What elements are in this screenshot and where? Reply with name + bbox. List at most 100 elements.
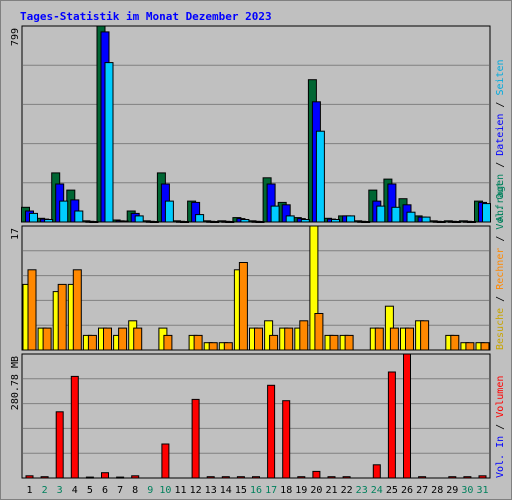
- day-label-6: 6: [102, 485, 108, 496]
- day-label-10: 10: [159, 485, 171, 496]
- bar-rechner-day-12: [193, 334, 203, 351]
- bar-rechner-day-13: [208, 342, 218, 351]
- legend-item: Vol. In: [495, 436, 506, 478]
- bar-rechner-day-24: [374, 327, 384, 351]
- day-label-28: 28: [431, 485, 443, 496]
- bar-volumen-day-8: [131, 475, 140, 479]
- bar-seiten-day-10: [164, 200, 174, 223]
- bar-seiten-day-28: [436, 221, 446, 223]
- bar-volumen-day-17: [267, 384, 276, 479]
- bar-rechner-day-8: [133, 327, 143, 351]
- day-label-19: 19: [295, 485, 307, 496]
- day-label-15: 15: [235, 485, 247, 496]
- bar-volumen-day-22: [342, 476, 351, 479]
- bar-volumen-day-1: [25, 475, 34, 479]
- bar-volumen-day-14: [221, 476, 230, 479]
- day-label-25: 25: [386, 485, 398, 496]
- legend-item: Anfragen: [495, 174, 506, 222]
- bar-rechner-day-5: [87, 334, 97, 351]
- bar-seiten-day-31: [482, 203, 491, 223]
- bar-volumen-day-4: [70, 375, 79, 479]
- bar-rechner-day-21: [329, 334, 339, 351]
- bar-volumen-day-31: [478, 475, 487, 479]
- bar-seiten-day-18: [285, 215, 295, 223]
- bar-seiten-day-15: [240, 219, 250, 223]
- bar-volumen-day-20: [312, 470, 321, 479]
- day-label-4: 4: [72, 485, 78, 496]
- bar-volumen-day-5: [85, 476, 94, 479]
- bar-seiten-day-30: [466, 221, 476, 223]
- bar-seiten-day-21: [331, 219, 340, 223]
- day-label-20: 20: [310, 485, 322, 496]
- legend-item: /: [495, 156, 506, 174]
- bar-rechner-day-2: [42, 327, 52, 351]
- bar-seiten-day-9: [149, 221, 159, 223]
- day-label-14: 14: [220, 485, 232, 496]
- bar-volumen-day-2: [40, 476, 49, 479]
- bar-rechner-day-16: [254, 327, 263, 351]
- bar-seiten-day-3: [59, 200, 69, 223]
- bar-volumen-day-16: [252, 476, 260, 479]
- bar-rechner-day-15: [238, 262, 248, 351]
- day-label-22: 22: [341, 485, 353, 496]
- bar-rechner-day-6: [103, 327, 112, 351]
- day-label-11: 11: [174, 485, 186, 496]
- day-label-13: 13: [205, 485, 217, 496]
- bar-seiten-day-6: [104, 62, 114, 223]
- bar-volumen-day-30: [463, 476, 472, 479]
- legend-item: /: [495, 290, 506, 308]
- legend-item: /: [495, 96, 506, 114]
- bar-rechner-day-1: [27, 269, 37, 351]
- bar-volumen-day-13: [206, 476, 215, 479]
- panel-1-frame: [21, 25, 491, 223]
- bar-seiten-day-16: [255, 221, 265, 223]
- bar-seiten-day-13: [210, 221, 220, 223]
- day-label-8: 8: [132, 485, 138, 496]
- panel-1-max-label: 799: [10, 28, 21, 46]
- bar-seiten-day-5: [89, 221, 99, 223]
- day-label-1: 1: [26, 485, 32, 496]
- bar-volumen-day-12: [191, 398, 200, 479]
- bar-rechner-day-17: [269, 334, 279, 351]
- bar-seiten-day-7: [119, 220, 129, 223]
- bar-volumen-day-21: [327, 476, 336, 479]
- bar-seiten-day-12: [195, 214, 205, 223]
- bar-rechner-day-31: [480, 342, 490, 351]
- day-label-30: 30: [461, 485, 473, 496]
- panel-3-frame: [21, 353, 491, 479]
- day-label-24: 24: [371, 485, 383, 496]
- bar-volumen-day-7: [116, 476, 125, 479]
- legend-item: Volumen: [495, 376, 506, 418]
- bar-seiten-day-1: [29, 212, 38, 223]
- bar-seiten-day-26: [406, 211, 416, 223]
- day-label-12: 12: [190, 485, 202, 496]
- bar-rechner-day-10: [163, 334, 173, 351]
- bar-rechner-day-3: [57, 283, 67, 351]
- bar-volumen-day-27: [418, 476, 427, 479]
- bar-seiten-day-4: [74, 210, 84, 223]
- bar-volumen-day-26: [403, 353, 411, 479]
- bar-volumen-day-10: [161, 443, 170, 479]
- panel-2-max-label: 17: [10, 228, 21, 240]
- day-label-9: 9: [147, 485, 153, 496]
- bar-seiten-day-29: [451, 221, 461, 223]
- bar-volumen-day-24: [372, 464, 381, 479]
- bar-seiten-day-17: [270, 205, 280, 223]
- bar-seiten-day-2: [44, 219, 54, 223]
- bar-rechner-day-30: [465, 342, 475, 351]
- legend-item: Dateien: [495, 114, 506, 156]
- day-label-7: 7: [117, 485, 123, 496]
- bar-rechner-day-26: [405, 327, 414, 351]
- bar-rechner-day-29: [450, 334, 460, 351]
- bar-volumen-day-6: [101, 472, 109, 479]
- bar-volumen-day-3: [55, 411, 64, 479]
- bar-seiten-day-20: [315, 130, 325, 223]
- bar-rechner-day-18: [284, 327, 294, 351]
- day-label-2: 2: [42, 485, 48, 496]
- day-label-17: 17: [265, 485, 277, 496]
- legend-item: /: [495, 230, 506, 248]
- bar-rechner-day-7: [118, 327, 128, 351]
- bar-seiten-day-25: [391, 206, 401, 223]
- legend-item: Besuche: [495, 308, 506, 350]
